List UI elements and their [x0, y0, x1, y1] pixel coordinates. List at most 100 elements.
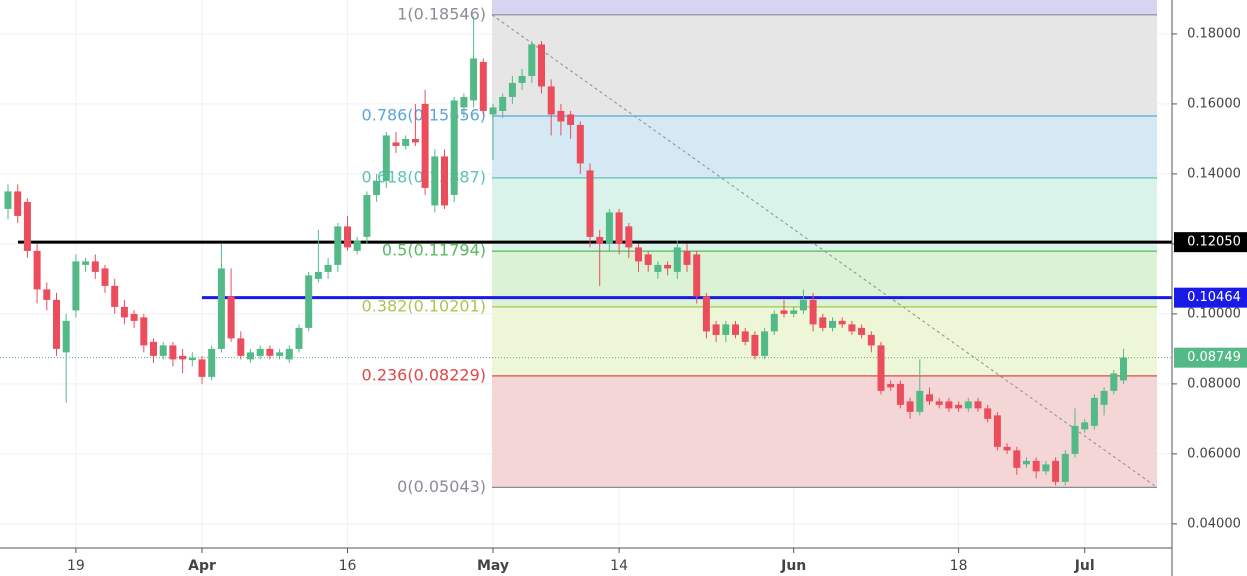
candle-body	[586, 170, 594, 237]
candle-body	[101, 268, 109, 286]
candle-body	[470, 58, 478, 101]
candle-body	[635, 247, 642, 262]
candle-body	[217, 268, 225, 349]
candle-body	[984, 408, 992, 419]
candle-body	[1090, 397, 1098, 426]
candle-body	[53, 299, 60, 349]
candle-body	[877, 345, 885, 391]
candle-body	[159, 345, 167, 356]
candle-body	[247, 352, 254, 360]
candle-body	[858, 327, 866, 335]
candle-body	[295, 327, 303, 349]
candle-body	[1003, 446, 1011, 451]
candle-body	[91, 261, 99, 272]
x-tick-label: 19	[67, 558, 85, 574]
fib-level-label: 0.5(0.11794)	[382, 241, 486, 260]
candle-body	[557, 110, 565, 122]
fib-band	[492, 0, 1157, 15]
candle-body	[382, 135, 390, 181]
candle-body	[179, 355, 187, 360]
candle-body	[23, 201, 31, 251]
candle-body	[1013, 450, 1021, 468]
candle-body	[1100, 390, 1108, 405]
candle-body	[169, 345, 177, 360]
candle-body	[140, 317, 148, 346]
candle-body	[33, 250, 41, 290]
candle-body	[62, 320, 70, 353]
candle-body	[567, 114, 575, 125]
candle-body	[1120, 357, 1127, 381]
candle-body	[751, 334, 759, 356]
candle-body	[72, 261, 80, 311]
candle-body	[1052, 460, 1060, 482]
candle-body	[82, 261, 90, 265]
x-tick-label: May	[477, 558, 509, 574]
candle-body	[887, 383, 895, 388]
candle-body	[285, 348, 293, 360]
candle-body	[392, 142, 400, 146]
fib-band	[492, 14, 1157, 116]
candle-body	[441, 156, 448, 206]
candle-body	[450, 100, 458, 195]
price-badge	[1174, 347, 1247, 368]
candle-body	[489, 107, 497, 115]
candle-body	[770, 313, 778, 332]
candle-body	[964, 401, 972, 409]
fib-band	[492, 306, 1157, 376]
x-tick-label: 18	[950, 558, 968, 574]
time-axis-bg	[0, 548, 1172, 576]
candle-body	[188, 357, 196, 361]
candle-body	[538, 44, 545, 87]
candle-body	[528, 44, 536, 76]
candle-body	[926, 394, 933, 402]
y-tick-label: 0.06000	[1187, 446, 1241, 461]
candle-body	[702, 296, 710, 332]
x-tick-label: 16	[339, 558, 357, 574]
candle-body	[761, 331, 769, 356]
price-badge-label: 0.12050	[1187, 235, 1241, 250]
candle-body	[935, 401, 943, 405]
candle-body	[799, 299, 807, 311]
y-tick-label: 0.14000	[1187, 166, 1241, 181]
y-tick-label: 0.10000	[1187, 306, 1241, 321]
candle-body	[722, 324, 730, 335]
candle-body	[402, 138, 410, 146]
candle-body	[683, 250, 691, 265]
fib-level-label: 0.382(0.10201)	[362, 296, 486, 315]
candle-body	[644, 254, 652, 265]
fib-level-label: 0.236(0.08229)	[362, 365, 486, 384]
candle-body	[421, 103, 429, 188]
candle-body	[227, 296, 235, 339]
candle-body	[1042, 464, 1050, 472]
x-tick-label: 14	[610, 558, 628, 574]
x-tick-label: Jun	[780, 558, 806, 574]
candle-body	[741, 331, 749, 342]
candle-body	[518, 75, 526, 83]
candle-body	[916, 390, 924, 412]
candle-body	[43, 289, 51, 300]
x-tick-label: Jul	[1074, 558, 1095, 574]
candle-body	[1023, 460, 1030, 465]
candle-body	[654, 264, 662, 272]
candle-body	[576, 124, 584, 164]
candle-body	[353, 240, 361, 251]
fib-trend-line	[491, 14, 1158, 488]
candle-body	[838, 320, 846, 325]
candle-body	[625, 226, 633, 248]
candle-body	[790, 310, 798, 314]
candle-body	[1110, 373, 1118, 391]
price-badge	[1174, 232, 1247, 253]
candle-body	[955, 404, 963, 409]
candle-body	[324, 264, 332, 272]
candle-body	[150, 341, 157, 356]
candle-body	[373, 180, 381, 195]
candle-body	[111, 285, 119, 307]
candle-body	[508, 82, 516, 97]
candle-body	[208, 348, 216, 377]
candle-body	[664, 264, 672, 269]
candle-body	[596, 236, 604, 244]
candle-body	[848, 324, 856, 332]
candle-body	[974, 401, 982, 409]
candle-body	[305, 275, 313, 328]
